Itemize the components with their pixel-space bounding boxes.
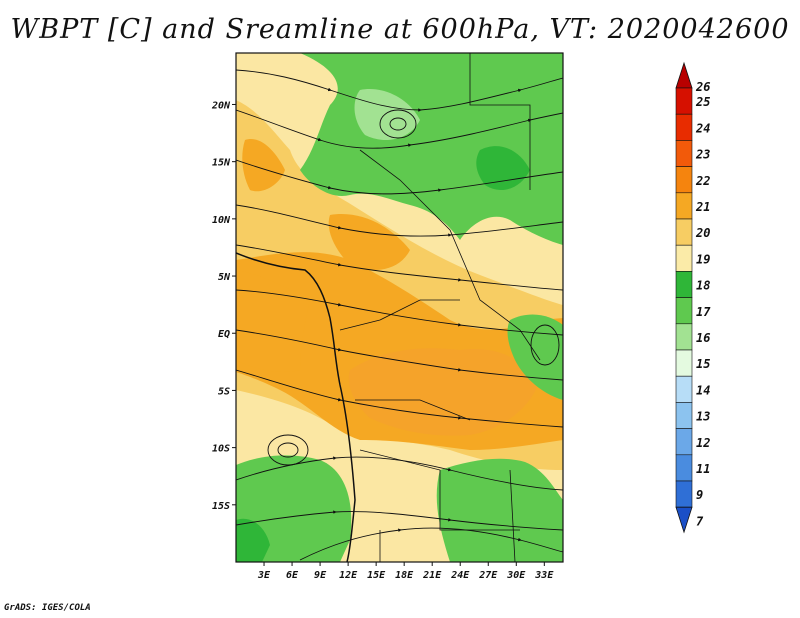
lat-tick-label: 5S <box>218 386 230 397</box>
colorbar-swatch <box>675 480 693 508</box>
colorbar-swatch <box>675 218 693 246</box>
colorbar-swatch <box>675 428 693 456</box>
colorbar-label: 22 <box>695 174 710 188</box>
colorbar-label: 7 <box>696 514 704 528</box>
colorbar-label: 12 <box>696 436 710 450</box>
lon-tick-label: 21E <box>422 570 442 581</box>
lon-tick-label: 6E <box>286 570 299 581</box>
colorbar-swatch <box>675 349 693 377</box>
streamline-vortices <box>267 109 560 466</box>
lon-tick-label: 3E <box>257 570 271 581</box>
lon-tick-label: 27E <box>478 570 498 581</box>
lat-tick-label: 10N <box>212 215 231 226</box>
colorbar-label: 9 <box>696 488 703 502</box>
colorbar-swatch <box>675 271 693 298</box>
lat-tick-label: EQ <box>218 329 230 340</box>
colorbar-label: 16 <box>696 331 710 345</box>
map-frame <box>235 52 564 563</box>
longitude-axis: 3E 6E 9E 12E 15E 18E 21E 24E 27E 30E 33E <box>257 562 554 581</box>
colorbar-swatch <box>675 140 693 167</box>
lon-tick-label: 12E <box>339 570 358 581</box>
colorbar-label: 13 <box>696 410 710 424</box>
coastline <box>236 252 356 562</box>
colorbar-swatch <box>675 375 693 403</box>
colorbar-label: 19 <box>696 252 710 266</box>
colorbar-label: 26 <box>695 80 710 94</box>
colorbar-max-arrow <box>675 61 693 89</box>
lon-tick-label: 30E <box>506 570 526 581</box>
map-overlay <box>236 53 563 562</box>
streamlines <box>236 69 563 561</box>
colorbar-label: 15 <box>696 357 710 371</box>
map-title: WBPT [C] and Sreamline at 600hPa, VT: 20… <box>10 14 790 45</box>
lon-tick-label: 24E <box>450 570 470 581</box>
lon-tick-label: 33E <box>534 570 554 581</box>
colorbar-min-arrow <box>675 506 693 534</box>
colorbar-label: 25 <box>695 95 710 109</box>
grads-credit: GrADS: IGES/COLA <box>4 603 91 613</box>
colorbar-label: 23 <box>695 148 710 162</box>
colorbar-swatch <box>675 244 693 272</box>
colorbar-swatch <box>675 323 693 351</box>
colorbar-swatch <box>675 192 693 220</box>
colorbar-label: 14 <box>696 383 710 397</box>
lat-tick-label: 15S <box>212 501 230 512</box>
colorbar-swatch <box>675 166 693 194</box>
colorbar-label: 11 <box>696 462 710 476</box>
lon-tick-label: 15E <box>367 570 386 581</box>
lon-tick-label: 18E <box>395 570 414 581</box>
colorbar-label: 24 <box>695 121 710 135</box>
colorbar-swatch <box>675 297 693 325</box>
latitude-axis: 20N 15N 10N 5N EQ 5S 10S 15S <box>211 100 236 512</box>
colorbar-label: 21 <box>695 200 710 214</box>
colorbar-label: 17 <box>696 305 711 319</box>
colorbar-swatch <box>675 113 693 141</box>
country-border <box>359 149 541 361</box>
colorbar-swatch <box>675 454 693 482</box>
lat-tick-label: 5N <box>218 272 231 283</box>
colorbar-label: 20 <box>695 226 710 240</box>
lon-tick-label: 9E <box>314 570 327 581</box>
colorbar-swatch <box>675 87 693 115</box>
colorbar-swatch <box>675 402 693 429</box>
wbpt-field <box>236 53 563 562</box>
colorbar-label: 18 <box>696 279 710 293</box>
lat-tick-label: 20N <box>211 100 231 111</box>
lat-tick-label: 10S <box>212 444 230 455</box>
lat-tick-label: 15N <box>212 158 231 169</box>
